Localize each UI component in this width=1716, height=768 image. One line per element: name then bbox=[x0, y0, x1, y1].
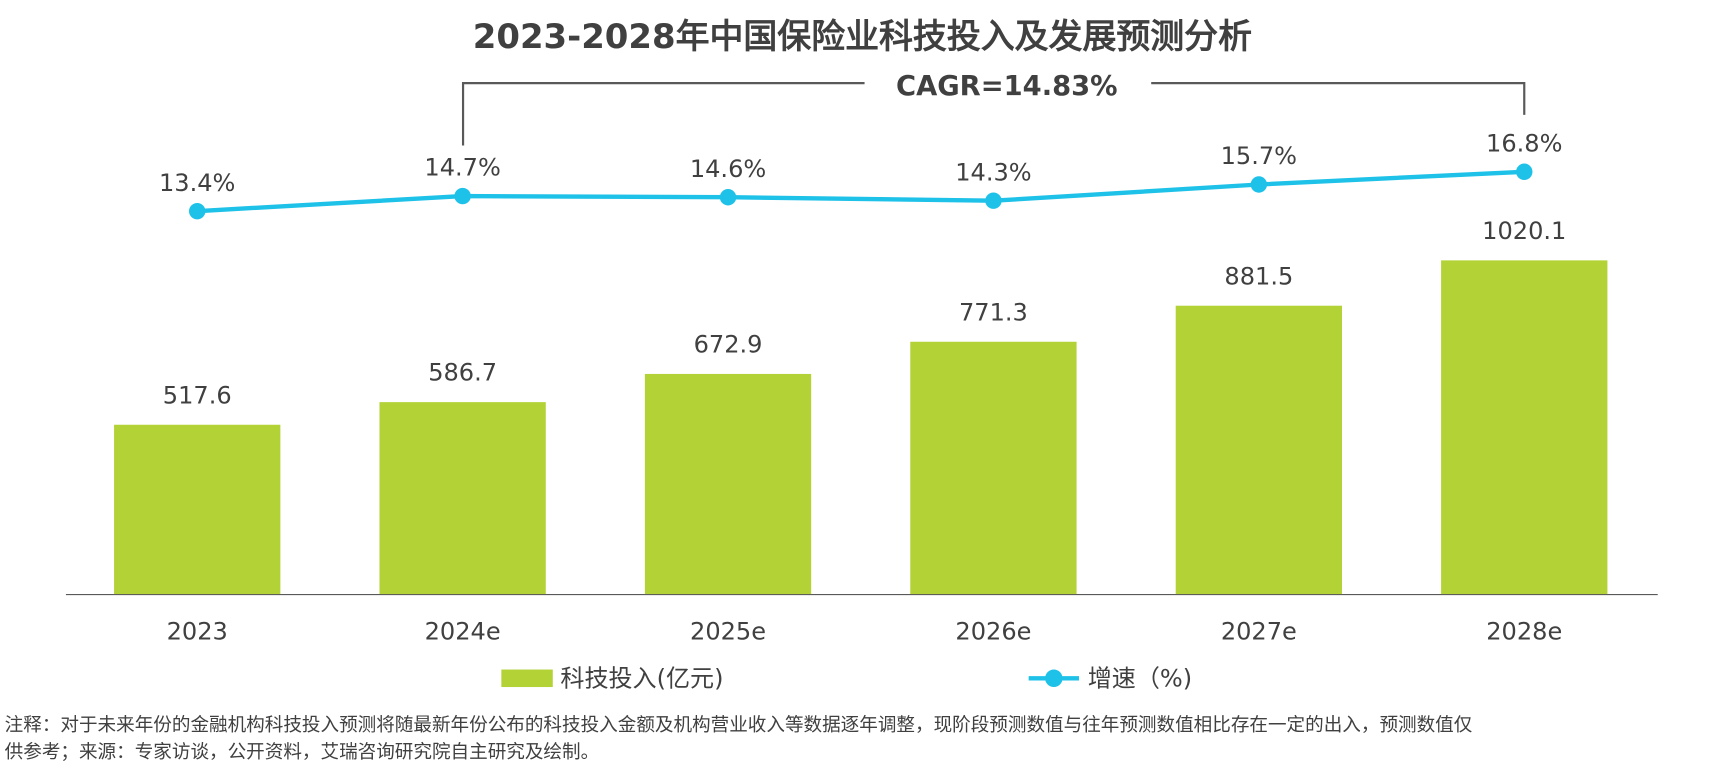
line-point bbox=[985, 192, 1002, 209]
footnote: 供参考；来源：专家访谈，公开资料，艾瑞咨询研究院自主研究及绘制。 bbox=[5, 742, 599, 763]
x-tick-label: 2027e bbox=[1221, 617, 1297, 645]
value-label: 1020.1 bbox=[1482, 217, 1566, 245]
bar bbox=[1441, 260, 1608, 595]
line bbox=[197, 169, 1525, 214]
legend-label: 科技投入(亿元) bbox=[560, 664, 723, 692]
legend-label: 增速（%) bbox=[1088, 664, 1192, 692]
value-label: 14.7% bbox=[424, 154, 500, 182]
line-point bbox=[1250, 176, 1268, 193]
value-label: 15.7% bbox=[1221, 142, 1297, 170]
cagr-bracket bbox=[1151, 82, 1526, 115]
value-label: 771.3 bbox=[959, 298, 1028, 326]
legend-swatch bbox=[1045, 669, 1063, 688]
x-tick-label: 2025e bbox=[690, 617, 766, 645]
x-tick-label: 2023 bbox=[167, 617, 228, 645]
value-label: 14.3% bbox=[955, 158, 1031, 186]
line-point bbox=[719, 189, 737, 206]
bar bbox=[114, 424, 281, 595]
line-point bbox=[454, 187, 471, 205]
bar bbox=[644, 373, 812, 595]
value-label: 16.8% bbox=[1486, 129, 1562, 157]
value-label: 672.9 bbox=[694, 331, 763, 359]
annotation: CAGR=14.83% bbox=[896, 71, 1118, 102]
value-label: 517.6 bbox=[163, 381, 232, 409]
value-label: 14.6% bbox=[690, 155, 766, 183]
x-tick-label: 2028e bbox=[1486, 617, 1562, 645]
x-tick-label: 2024e bbox=[425, 617, 501, 645]
footnote: 注释：对于未来年份的金融机构科技投入预测将随最新年份公布的科技投入金额及机构营业… bbox=[5, 715, 1473, 736]
value-label: 13.4% bbox=[159, 169, 235, 197]
legend-swatch bbox=[501, 669, 553, 688]
value-label: 586.7 bbox=[428, 359, 497, 387]
bar bbox=[910, 341, 1077, 595]
line-point bbox=[1516, 163, 1533, 180]
chart-title: 2023-2028年中国保险业科技投入及发展预测分析 bbox=[473, 17, 1252, 56]
x-tick-label: 2026e bbox=[955, 617, 1031, 645]
bar bbox=[379, 402, 546, 595]
bar bbox=[1175, 305, 1342, 595]
line-point bbox=[189, 202, 206, 220]
cagr-bracket bbox=[461, 82, 865, 146]
value-label: 881.5 bbox=[1224, 262, 1293, 290]
